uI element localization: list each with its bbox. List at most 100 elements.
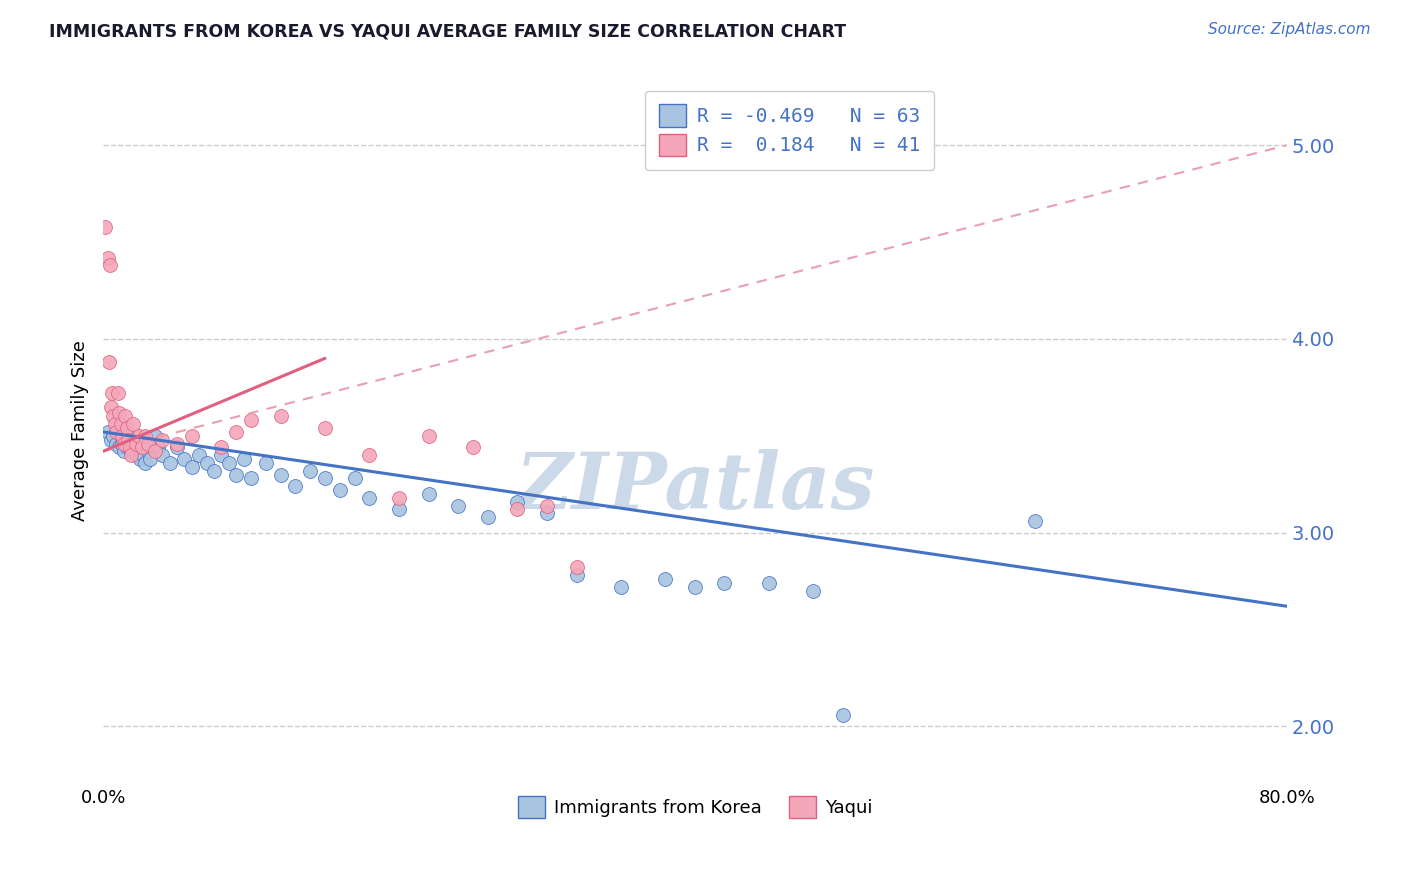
- Point: [240, 413, 263, 427]
- Point: [131, 441, 153, 455]
- Point: [166, 436, 188, 450]
- Point: [240, 471, 263, 485]
- Point: [477, 510, 499, 524]
- Point: [388, 491, 411, 505]
- Point: [188, 448, 211, 462]
- Point: [1024, 514, 1046, 528]
- Point: [166, 441, 188, 455]
- Point: [225, 425, 247, 439]
- Point: [128, 429, 150, 443]
- Point: [683, 580, 706, 594]
- Point: [284, 479, 307, 493]
- Point: [565, 568, 588, 582]
- Point: [359, 448, 381, 462]
- Point: [114, 409, 136, 424]
- Point: [105, 436, 128, 450]
- Point: [124, 448, 146, 462]
- Point: [831, 707, 853, 722]
- Point: [120, 444, 142, 458]
- Point: [195, 456, 218, 470]
- Point: [114, 433, 136, 447]
- Point: [654, 572, 676, 586]
- Point: [100, 400, 122, 414]
- Point: [103, 409, 125, 424]
- Point: [120, 448, 142, 462]
- Point: [202, 464, 225, 478]
- Point: [115, 441, 138, 455]
- Point: [180, 459, 202, 474]
- Y-axis label: Average Family Size: Average Family Size: [72, 341, 89, 521]
- Point: [112, 436, 135, 450]
- Point: [122, 441, 145, 455]
- Point: [801, 583, 824, 598]
- Point: [299, 464, 322, 478]
- Point: [128, 444, 150, 458]
- Point: [111, 436, 134, 450]
- Point: [143, 429, 166, 443]
- Point: [117, 429, 139, 443]
- Point: [110, 417, 132, 432]
- Point: [108, 441, 131, 455]
- Point: [758, 576, 780, 591]
- Point: [100, 433, 122, 447]
- Point: [101, 386, 124, 401]
- Point: [211, 441, 233, 455]
- Point: [506, 494, 529, 508]
- Point: [134, 429, 156, 443]
- Point: [97, 425, 120, 439]
- Point: [121, 417, 143, 432]
- Point: [132, 448, 155, 462]
- Point: [131, 441, 153, 455]
- Point: [565, 560, 588, 574]
- Point: [97, 251, 120, 265]
- Point: [107, 425, 129, 439]
- Point: [610, 580, 633, 594]
- Point: [107, 386, 129, 401]
- Point: [111, 429, 134, 443]
- Point: [329, 483, 352, 497]
- Point: [115, 421, 138, 435]
- Point: [506, 502, 529, 516]
- Point: [447, 499, 470, 513]
- Point: [98, 258, 121, 272]
- Point: [136, 436, 159, 450]
- Text: Source: ZipAtlas.com: Source: ZipAtlas.com: [1208, 22, 1371, 37]
- Point: [343, 471, 366, 485]
- Legend: Immigrants from Korea, Yaqui: Immigrants from Korea, Yaqui: [510, 789, 879, 825]
- Point: [94, 219, 117, 234]
- Point: [388, 502, 411, 516]
- Text: ZIPatlas: ZIPatlas: [515, 450, 875, 525]
- Point: [359, 491, 381, 505]
- Point: [270, 467, 292, 482]
- Point: [121, 433, 143, 447]
- Point: [104, 417, 127, 432]
- Point: [110, 429, 132, 443]
- Point: [173, 452, 195, 467]
- Point: [103, 429, 125, 443]
- Point: [112, 444, 135, 458]
- Point: [270, 409, 292, 424]
- Point: [117, 433, 139, 447]
- Point: [713, 576, 735, 591]
- Point: [150, 448, 173, 462]
- Point: [108, 405, 131, 419]
- Point: [218, 456, 240, 470]
- Point: [418, 487, 440, 501]
- Point: [536, 499, 558, 513]
- Point: [150, 433, 173, 447]
- Point: [143, 444, 166, 458]
- Point: [536, 506, 558, 520]
- Point: [418, 429, 440, 443]
- Point: [225, 467, 247, 482]
- Point: [139, 452, 162, 467]
- Point: [118, 441, 141, 455]
- Point: [232, 452, 254, 467]
- Point: [146, 441, 169, 455]
- Point: [211, 448, 233, 462]
- Point: [136, 444, 159, 458]
- Point: [118, 436, 141, 450]
- Point: [98, 355, 121, 369]
- Text: IMMIGRANTS FROM KOREA VS YAQUI AVERAGE FAMILY SIZE CORRELATION CHART: IMMIGRANTS FROM KOREA VS YAQUI AVERAGE F…: [49, 22, 846, 40]
- Point: [461, 441, 484, 455]
- Point: [254, 456, 277, 470]
